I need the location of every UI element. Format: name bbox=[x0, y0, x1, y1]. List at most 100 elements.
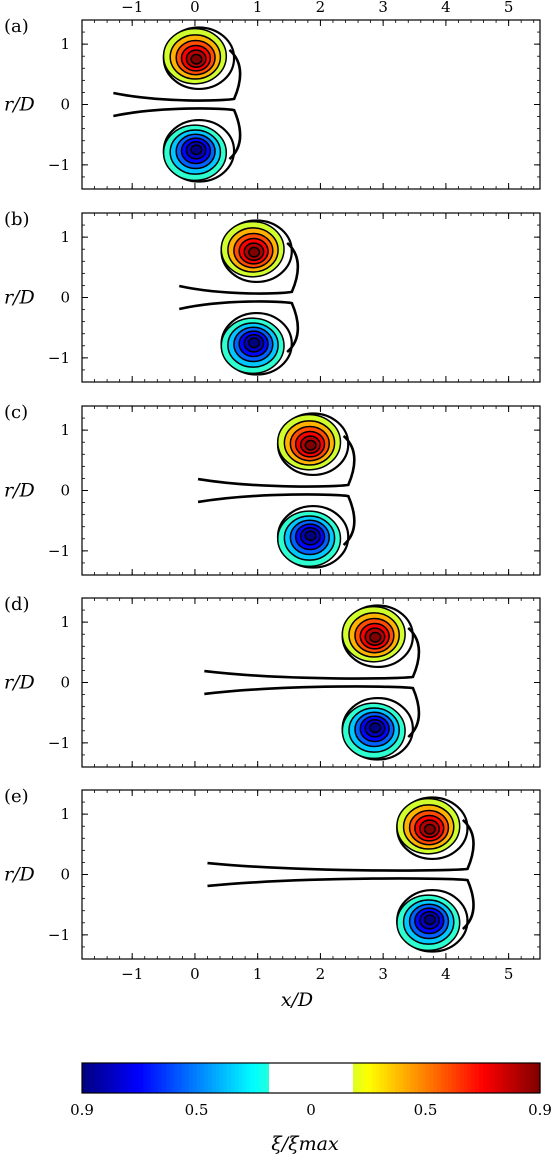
x-tick-label: 2 bbox=[316, 965, 326, 983]
colorbar-segment bbox=[337, 1063, 343, 1093]
lower-core-level-5 bbox=[423, 914, 436, 926]
colorbar-segment bbox=[314, 1063, 320, 1093]
lower-core-level-5 bbox=[248, 337, 261, 349]
x-tick-label-top: 2 bbox=[316, 0, 326, 16]
colorbar-segment bbox=[181, 1063, 186, 1093]
x-tick-label-top: −1 bbox=[121, 0, 143, 16]
sheet-contour-lower bbox=[197, 493, 356, 547]
colorbar-segment bbox=[249, 1063, 255, 1093]
colorbar-segment bbox=[185, 1063, 190, 1093]
contour-area bbox=[207, 796, 475, 953]
lower-core-level-5 bbox=[190, 144, 203, 156]
colorbar-segment bbox=[253, 1063, 259, 1093]
y-tick-label: 1 bbox=[60, 228, 70, 246]
colorbar-segment bbox=[318, 1063, 324, 1093]
colorbar-segment bbox=[360, 1063, 366, 1093]
colorbar-segment bbox=[120, 1063, 125, 1093]
colorbar-segment bbox=[261, 1063, 266, 1093]
colorbar-segment bbox=[200, 1063, 205, 1093]
lower-core-level-5 bbox=[369, 722, 382, 734]
colorbar-segment bbox=[417, 1063, 423, 1093]
colorbar-segment bbox=[475, 1063, 480, 1093]
panel-tag: (e) bbox=[4, 786, 29, 807]
x-axis-label: x/D bbox=[281, 989, 313, 1011]
sheet-contour-upper bbox=[207, 818, 475, 872]
colorbar-title: ξ/ξmax bbox=[271, 1133, 339, 1155]
colorbar-segment bbox=[482, 1063, 488, 1093]
x-tick-label-top: 1 bbox=[253, 0, 263, 16]
upper-core-level-5 bbox=[248, 246, 261, 258]
colorbar-segment bbox=[188, 1063, 194, 1093]
colorbar-segment bbox=[131, 1063, 137, 1093]
colorbar-segment bbox=[219, 1063, 224, 1093]
colorbar-segment bbox=[490, 1063, 495, 1093]
colorbar-segment bbox=[375, 1063, 381, 1093]
x-tick-label: 0 bbox=[190, 965, 200, 983]
y-tick-label: 0 bbox=[60, 674, 70, 692]
y-axis-label: r/D bbox=[4, 287, 35, 309]
colorbar-segment bbox=[459, 1063, 465, 1093]
colorbar-segment bbox=[108, 1063, 114, 1093]
colorbar-segment bbox=[234, 1063, 240, 1093]
colorbar-segment bbox=[288, 1063, 293, 1093]
colorbar-segment bbox=[272, 1063, 278, 1093]
colorbar-segment bbox=[425, 1063, 430, 1093]
colorbar-segment bbox=[501, 1063, 507, 1093]
colorbar-segment bbox=[284, 1063, 289, 1093]
colorbar-segment bbox=[528, 1063, 533, 1093]
colorbar-segment bbox=[101, 1063, 106, 1093]
colorbar-segment bbox=[444, 1063, 449, 1093]
colorbar: 0.9 0.5 0 0.5 0.9 ξ/ξmax bbox=[70, 1062, 552, 1155]
colorbar-segment bbox=[116, 1063, 121, 1093]
colorbar-segment bbox=[211, 1063, 217, 1093]
x-tick-label-top: 3 bbox=[378, 0, 388, 16]
y-axis-label: r/D bbox=[4, 672, 35, 694]
colorbar-segment bbox=[352, 1063, 358, 1093]
colorbar-segment bbox=[150, 1063, 156, 1093]
colorbar-segment bbox=[207, 1063, 213, 1093]
sheet-contour-upper bbox=[113, 48, 242, 102]
colorbar-segment bbox=[436, 1063, 442, 1093]
colorbar-segment bbox=[276, 1063, 282, 1093]
colorbar-segment bbox=[143, 1063, 148, 1093]
colorbar-segment bbox=[85, 1063, 91, 1093]
colorbar-segment bbox=[498, 1063, 503, 1093]
colorbar-segment bbox=[372, 1063, 377, 1093]
colorbar-segment bbox=[299, 1063, 304, 1093]
colorbar-segment bbox=[433, 1063, 438, 1093]
colorbar-segment bbox=[421, 1063, 427, 1093]
contour-area bbox=[197, 412, 356, 569]
sheet-contour-lower bbox=[207, 877, 475, 931]
upper-core-level-5 bbox=[190, 53, 203, 65]
colorbar-segment bbox=[524, 1063, 530, 1093]
colorbar-segment bbox=[311, 1063, 316, 1093]
colorbar-segment bbox=[440, 1063, 446, 1093]
colorbar-segment bbox=[204, 1063, 209, 1093]
colorbar-segment bbox=[139, 1063, 144, 1093]
colorbar-segment bbox=[364, 1063, 369, 1093]
colorbar-segment bbox=[322, 1063, 327, 1093]
colorbar-segment bbox=[307, 1063, 312, 1093]
colorbar-segment bbox=[379, 1063, 385, 1093]
sheet-contour-lower bbox=[204, 685, 421, 739]
colorbar-segment bbox=[246, 1063, 251, 1093]
sheet-contour-upper bbox=[197, 434, 356, 488]
colorbar-segment bbox=[242, 1063, 247, 1093]
x-tick-label-top: 4 bbox=[441, 0, 451, 16]
colorbar-segment bbox=[127, 1063, 133, 1093]
colorbar-frame bbox=[81, 1062, 541, 1094]
colorbar-segment bbox=[230, 1063, 236, 1093]
colorbar-segment bbox=[387, 1063, 392, 1093]
y-axis-label: r/D bbox=[4, 864, 35, 886]
upper-core-level-5 bbox=[304, 439, 317, 451]
colorbar-segment bbox=[104, 1063, 110, 1093]
colorbar-segment bbox=[345, 1063, 350, 1093]
colorbar-segment bbox=[173, 1063, 179, 1093]
colorbar-segment bbox=[291, 1063, 297, 1093]
y-tick-label: 0 bbox=[60, 866, 70, 884]
panel-e: −1 0 1 r/D (e) −1 0 1 2 3 4 5 x/D bbox=[4, 786, 541, 1011]
colorbar-segment bbox=[448, 1063, 453, 1093]
colorbar-segment bbox=[257, 1063, 262, 1093]
colorbar-segment bbox=[429, 1063, 434, 1093]
